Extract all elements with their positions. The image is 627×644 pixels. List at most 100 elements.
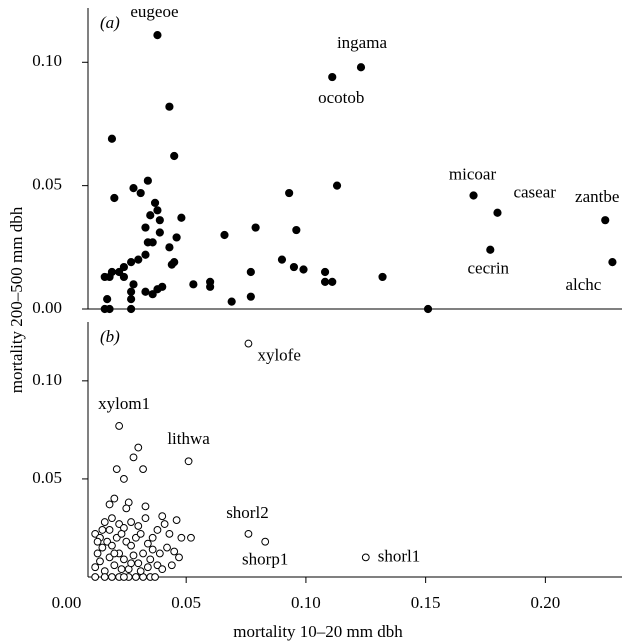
point	[127, 287, 136, 296]
point	[165, 529, 174, 538]
point	[493, 208, 502, 217]
point-label: eugeoe	[130, 2, 178, 21]
point	[244, 339, 253, 348]
point	[158, 282, 167, 291]
point-label: lithwa	[167, 429, 210, 448]
panel-label: (b)	[100, 327, 120, 346]
point	[172, 516, 181, 525]
panel-label: (a)	[100, 13, 120, 32]
point	[160, 520, 169, 528]
point	[177, 533, 186, 542]
point	[120, 475, 128, 483]
point	[127, 518, 136, 526]
point	[134, 559, 143, 568]
point	[136, 567, 145, 576]
point	[299, 265, 308, 274]
point	[608, 258, 617, 267]
point	[189, 280, 198, 289]
y-tick-label: 0.05	[32, 175, 62, 194]
point	[129, 280, 138, 289]
point	[155, 228, 164, 237]
point	[131, 573, 140, 581]
point	[150, 198, 160, 208]
point	[103, 295, 112, 304]
point	[277, 255, 287, 264]
x-tick-label: 0.05	[171, 593, 201, 612]
point	[96, 557, 104, 566]
point	[127, 541, 136, 550]
point	[136, 529, 145, 538]
point	[148, 533, 157, 542]
y-tick-label: 0.10	[32, 51, 62, 70]
point	[177, 213, 186, 222]
point	[143, 238, 152, 247]
point	[105, 526, 114, 534]
point	[170, 151, 179, 161]
point-label: alchc	[565, 275, 601, 294]
point	[129, 184, 138, 193]
point	[158, 512, 167, 521]
point	[108, 541, 116, 550]
point	[139, 549, 147, 558]
point	[155, 216, 164, 225]
point	[141, 502, 150, 511]
point	[289, 262, 299, 272]
point	[91, 573, 100, 581]
point	[285, 188, 294, 198]
point-label: casear	[513, 183, 556, 202]
point	[108, 573, 116, 581]
point	[134, 255, 143, 264]
point	[320, 277, 330, 286]
point	[105, 500, 114, 509]
point	[91, 563, 100, 572]
point	[100, 518, 109, 526]
point	[184, 457, 193, 466]
point	[153, 31, 162, 40]
point-label: ocotob	[318, 88, 364, 107]
point	[119, 272, 129, 282]
point-label: shorp1	[242, 550, 288, 569]
point	[110, 193, 119, 203]
point	[119, 262, 129, 272]
point	[165, 243, 174, 252]
point	[134, 522, 143, 530]
point	[117, 565, 126, 574]
point	[153, 206, 162, 215]
point	[175, 553, 183, 562]
y-tick-label: 0.00	[32, 298, 62, 317]
point	[148, 545, 157, 554]
y-axis-title: mortality 200–500 mm dbh	[7, 206, 26, 393]
point	[146, 555, 155, 564]
point	[163, 543, 171, 552]
point	[148, 290, 157, 299]
point	[127, 295, 136, 304]
point	[153, 526, 162, 534]
y-tick-label: 0.10	[32, 370, 62, 389]
point	[127, 304, 136, 314]
point-label: zantbe	[575, 187, 619, 206]
point	[378, 272, 387, 282]
x-axis-title: mortality 10–20 mm dbh	[233, 622, 403, 641]
point	[129, 453, 138, 462]
point	[146, 211, 155, 220]
point	[158, 565, 167, 574]
point-label: xylofe	[257, 345, 300, 364]
point	[170, 547, 179, 556]
point	[120, 555, 128, 564]
point	[141, 250, 150, 259]
point	[251, 223, 260, 232]
x-tick-label: 0.20	[530, 593, 560, 612]
point-label: shorl1	[378, 546, 421, 565]
point	[167, 260, 176, 269]
point	[246, 267, 255, 277]
point	[332, 181, 342, 190]
x-tick-label: 0.00	[52, 593, 82, 612]
point	[423, 304, 433, 314]
point	[486, 245, 495, 254]
point	[165, 102, 174, 111]
point-label: cecrin	[468, 259, 510, 278]
point-label: xylom1	[98, 394, 150, 413]
point	[143, 563, 152, 572]
